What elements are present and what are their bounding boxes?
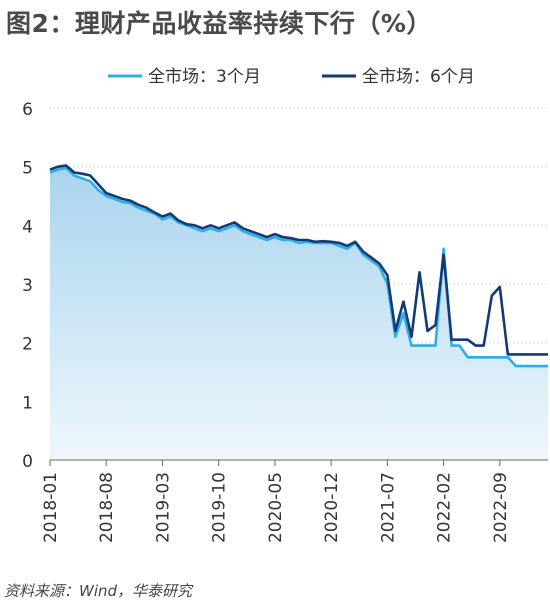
y-tick-label: 1 <box>22 393 33 413</box>
y-tick-label: 3 <box>22 276 33 296</box>
series-line-6m <box>49 164 548 356</box>
chart-title: 图2：理财产品收益率持续下行（%） <box>6 9 432 38</box>
x-tick-label: 2018-01 <box>41 472 61 543</box>
y-tick-label: 0 <box>22 452 33 472</box>
y-tick-label: 2 <box>22 335 33 355</box>
area-fill <box>50 167 548 460</box>
x-tick-label: 2020-12 <box>322 472 342 543</box>
x-tick-label: 2022-02 <box>435 472 455 543</box>
y-tick-label: 4 <box>22 217 33 237</box>
axes: 0 1 2 3 4 5 6 2018-01 2018-08 2019-03 2019-10 2020-… <box>22 100 548 543</box>
x-tick-label: 2019-03 <box>153 472 173 543</box>
y-tick-label: 6 <box>22 100 33 120</box>
source-note: 资料来源：Wind，华泰研究 <box>4 582 193 600</box>
x-tick-label: 2020-05 <box>266 472 286 543</box>
series-lines <box>49 164 548 368</box>
x-tick-label: 2019-10 <box>210 472 230 543</box>
x-tick-label: 2018-08 <box>97 472 117 543</box>
series-line-3m <box>49 166 548 368</box>
legend: 全市场：3个月 全市场：6个月 <box>108 67 475 87</box>
legend-label: 全市场：3个月 <box>148 67 261 87</box>
x-tick-label: 2021-07 <box>378 472 398 543</box>
area-under-series <box>50 167 548 460</box>
legend-label: 全市场：6个月 <box>362 67 475 87</box>
x-tick-label: 2022-09 <box>491 472 511 543</box>
y-tick-label: 5 <box>22 159 33 179</box>
